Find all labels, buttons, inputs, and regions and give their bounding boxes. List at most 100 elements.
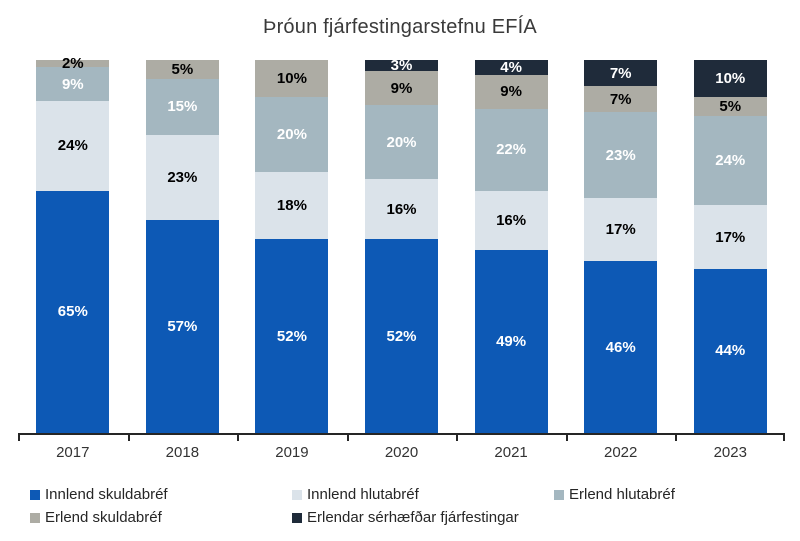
bar-segment: 16%	[474, 190, 548, 251]
segment-value-label: 7%	[609, 64, 632, 82]
x-axis-tick-label: 2019	[275, 444, 309, 461]
segment-value-label: 23%	[605, 146, 636, 164]
segment-value-label: 18%	[276, 196, 307, 214]
legend-label: Erlend hlutabréf	[569, 486, 675, 503]
legend-item: Innlend skuldabréf	[30, 486, 292, 503]
segment-value-label: 49%	[496, 333, 527, 351]
bar-segment: 46%	[584, 261, 658, 433]
segment-value-label: 24%	[715, 152, 746, 170]
x-axis-tick-label: 2018	[165, 444, 200, 461]
bar-slot: 44% 17% 24% 5% 10%	[675, 60, 785, 433]
axis-tick	[18, 435, 20, 441]
bar-segment: 7%	[584, 86, 658, 113]
x-axis-tick-label: 2017	[56, 444, 90, 461]
segment-value-label: 3%	[390, 57, 413, 75]
bar-segment: 24%	[36, 101, 110, 191]
segment-value-label: 16%	[496, 211, 527, 229]
bar-segment: 52%	[255, 239, 329, 433]
segment-value-label: 20%	[386, 133, 417, 151]
segment-value-label: 57%	[167, 318, 198, 336]
axis-tick	[346, 435, 349, 441]
segment-value-label: 10%	[715, 70, 746, 88]
segment-value-label: 9%	[500, 83, 522, 101]
segment-value-label: 5%	[171, 60, 194, 78]
bar-segment: 18%	[255, 171, 329, 240]
axis-tick	[237, 435, 240, 441]
x-axis-tick-label: 2023	[713, 444, 747, 461]
legend: Innlend skuldabréf Innlend hlutabréf Erlen…	[30, 486, 782, 526]
legend-swatch-icon	[554, 489, 564, 500]
axis-tick	[565, 435, 568, 441]
stacked-bar: 44% 17% 24% 5% 10%	[693, 60, 767, 433]
x-axis-tick-label: 2020	[384, 444, 419, 461]
axis-tick	[127, 435, 130, 441]
legend-label: Innlend skuldabréf	[45, 486, 168, 503]
bar-segment: 23%	[145, 134, 219, 221]
bar-segment: 2%	[36, 56, 110, 71]
legend-label: Erlendar sérhæfðar fjárfestingar	[307, 509, 519, 526]
segment-value-label: 20%	[276, 126, 307, 144]
segment-value-label: 9%	[61, 75, 84, 93]
segment-value-label: 9%	[390, 79, 413, 97]
x-axis-tick-label: 2022	[603, 444, 638, 461]
bar-segment: 5%	[145, 60, 219, 79]
legend-item: Innlend hlutabréf	[292, 486, 554, 503]
bar-segment: 65%	[36, 190, 110, 433]
bar-segment: 24%	[693, 115, 767, 206]
segment-value-label: 24%	[57, 137, 88, 155]
segment-value-label: 7%	[609, 90, 632, 108]
stacked-bar: 65% 24% 9% 2%	[36, 56, 110, 433]
segment-value-label: 17%	[605, 221, 636, 239]
bar-segment: 22%	[474, 108, 548, 191]
segment-value-label: 5%	[719, 98, 742, 116]
axis-tick	[456, 435, 459, 441]
legend-item: Erlendar sérhæfðar fjárfestingar	[292, 509, 554, 526]
legend-swatch-icon	[292, 489, 302, 500]
segment-value-label: 52%	[386, 327, 417, 345]
segment-value-label: 44%	[715, 342, 746, 360]
bar-segment: 10%	[693, 60, 767, 98]
plot-area: 65% 24% 9% 2% 57% 23% 15% 5% 52% 18% 20% 10% 52% 16% 2…	[18, 56, 785, 441]
segment-value-label: 16%	[386, 200, 417, 218]
bar-segment: 20%	[365, 104, 439, 180]
stacked-bar: 57% 23% 15% 5%	[145, 60, 219, 433]
bar-segment: 17%	[693, 205, 767, 269]
segment-value-label: 4%	[500, 59, 522, 76]
bar-slot: 52% 16% 20% 9% 3%	[347, 57, 457, 433]
bar-slot: 49% 16% 22% 9% 4%	[456, 59, 566, 433]
bar-slot: 65% 24% 9% 2%	[18, 56, 128, 433]
legend-item: Erlend hlutabréf	[554, 486, 782, 503]
bar-segment: 23%	[584, 112, 658, 199]
bar-segment: 5%	[693, 97, 767, 116]
stacked-bar: 46% 17% 23% 7% 7%	[584, 60, 658, 433]
stacked-bar: 52% 16% 20% 9% 3%	[365, 57, 439, 433]
chart-title: Þróun fjárfestingarstefnu EFÍA	[263, 16, 537, 38]
bar-slot: 57% 23% 15% 5%	[128, 60, 238, 433]
bar-segment: 3%	[365, 57, 439, 75]
segment-value-label: 15%	[167, 98, 198, 116]
bar-segment: 10%	[255, 60, 329, 98]
bar-segment: 49%	[474, 250, 548, 433]
legend-swatch-icon	[30, 489, 40, 500]
bar-segment: 17%	[584, 198, 658, 262]
legend-swatch-icon	[292, 512, 302, 523]
bar-segment: 7%	[584, 60, 658, 87]
bar-slot: 46% 17% 23% 7% 7%	[566, 60, 676, 433]
segment-value-label: 17%	[715, 228, 746, 246]
segment-value-label: 52%	[276, 327, 307, 345]
segment-value-label: 46%	[605, 338, 636, 356]
segment-value-label: 65%	[57, 303, 88, 321]
bar-segment: 9%	[474, 74, 548, 109]
bar-segment: 16%	[365, 179, 439, 240]
bar-segment: 15%	[145, 78, 219, 135]
legend-item: Erlend skuldabréf	[30, 509, 292, 526]
x-axis-tick-label: 2021	[494, 444, 528, 461]
segment-value-label: 22%	[496, 141, 527, 159]
bar-segment: 9%	[36, 67, 110, 102]
bar-segment: 44%	[693, 268, 767, 433]
stacked-bar: 49% 16% 22% 9% 4%	[474, 59, 548, 433]
bar-segment: 4%	[474, 59, 548, 76]
segment-value-label: 2%	[61, 55, 84, 73]
segment-value-label: 23%	[167, 169, 198, 186]
